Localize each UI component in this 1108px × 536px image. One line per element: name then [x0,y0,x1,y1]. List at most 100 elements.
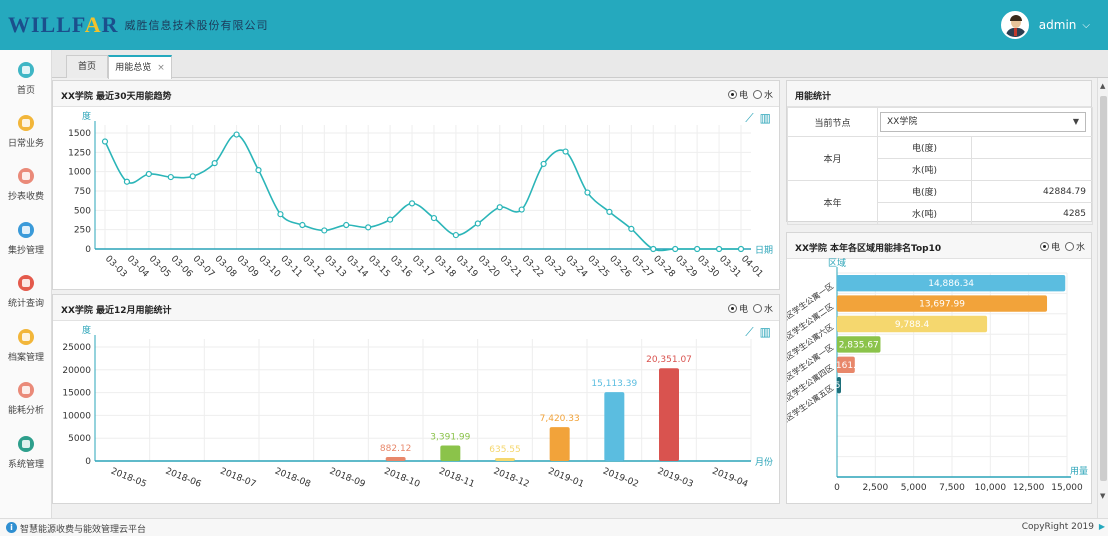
sidebar-item-label: 统计查询 [7,299,44,309]
sidebar-item-label: 日常业务 [7,139,44,149]
x-tick-label: 03-29 [673,254,699,280]
sidebar-item-collect[interactable]: 集抄管理 [0,222,52,272]
sidebar-item-archive[interactable]: 档案管理 [0,329,52,379]
sidebar-item-stats[interactable]: 统计查询 [0,275,52,325]
x-tick-label: 03-19 [454,254,480,280]
x-tick-label: 2,500 [862,483,888,493]
x-tick-label: 04-01 [739,254,765,280]
x-tick-label: 03-10 [256,254,282,280]
x-tick-label: 03-22 [520,254,546,280]
sidebar-item-label: 能耗分析 [7,406,44,416]
energy-type-radio: 电 水 [1035,240,1085,253]
bar-value-label: 635.55 [489,445,521,455]
archive-icon [18,329,34,345]
bar-value-label: 13,697.99 [919,300,965,310]
data-point [233,131,240,138]
info-icon: i [6,522,17,533]
chart-toolbox: ⟋ ▥ [745,111,771,126]
tab-energy-overview[interactable]: 用能总览 × [108,55,172,79]
arrow-right-icon[interactable]: ▶ [1098,522,1105,531]
x-tick-label: 2018-06 [164,467,203,490]
data-point [408,200,416,207]
x-tick-label: 03-24 [563,254,589,280]
bar-chart-icon[interactable]: ▥ [759,325,771,339]
data-point [606,208,613,215]
vertical-scrollbar[interactable]: ▲ ▼ [1097,78,1108,518]
data-point [255,167,262,174]
y-tick-label: 750 [74,187,91,197]
x-tick-label: 2019-01 [547,467,586,490]
meter-icon [18,168,34,184]
x-tick-label: 0 [834,483,840,493]
data-point [101,138,109,145]
x-tick-label: 03-03 [103,254,129,280]
x-tick-label: 03-31 [717,254,743,280]
panel-header: XX学院 最近12月用能统计 电 水 [53,295,779,321]
scroll-thumb[interactable] [1100,96,1107,481]
scroll-up-icon[interactable]: ▲ [1100,82,1106,90]
close-icon[interactable]: × [157,63,165,73]
elec-unit-label: 电(度) [877,180,972,203]
x-tick-label: 5,000 [901,483,927,493]
sidebar-item-system[interactable]: 系统管理 [0,436,52,486]
elec-unit-label: 电(度) [877,136,972,159]
data-point [474,220,481,227]
chevron-down-icon[interactable]: ⌵ [1082,19,1090,31]
username[interactable]: admin [1038,18,1077,32]
y-tick-label: 1000 [68,168,91,178]
data-point [277,211,284,218]
tab-label: 首页 [77,62,96,72]
system-icon [18,436,34,452]
radio-water[interactable] [752,304,762,313]
node-select[interactable]: XX学院 ▼ [880,112,1086,132]
avatar[interactable] [1000,11,1029,39]
radio-electric[interactable] [1039,242,1049,251]
x-tick-label: 03-20 [476,254,502,280]
app-header: WILLFAR 威胜信息技术股份有限公司 admin ⌵ [0,0,1108,50]
sidebar-item-analysis[interactable]: 能耗分析 [0,382,52,432]
bar-chart-icon[interactable]: ▥ [759,111,771,125]
y-tick-label: 0 [85,245,91,255]
panel-title: XX学院 最近30天用能趋势 [61,92,172,102]
sidebar-item-home[interactable]: 首页 [0,62,52,112]
data-point [518,206,525,213]
bar-value-label: 3,391.99 [430,433,470,443]
x-tick-label: 03-08 [213,254,239,280]
user-menu[interactable]: admin ⌵ [1000,10,1090,40]
line-chart-icon[interactable]: ⟋ [745,111,754,125]
trend-panel: XX学院 最近30天用能趋势 电 水 ⟋ ▥ 0 250 500 750 1000 125… [52,80,780,290]
bar-value-label: 882.12 [380,444,412,454]
data-point [694,245,701,253]
radio-label: 电 [738,91,748,101]
bar [837,356,855,373]
energy-type-radio: 电 水 [723,302,773,315]
sidebar-item-daily[interactable]: 日常业务 [0,115,52,165]
x-tick-label: 03-21 [498,254,524,280]
company-logo: WILLFAR 威胜信息技术股份有限公司 [8,12,269,37]
sidebar-item-label: 首页 [16,86,35,96]
radio-water[interactable] [752,90,762,99]
y-tick-label: 1500 [68,129,91,139]
year-label: 本年 [787,180,878,225]
x-tick-label: 03-16 [388,254,414,280]
panel-title: XX学院 最近12月用能统计 [61,306,172,316]
x-tick-label: 2019-04 [711,467,750,490]
panel-header: XX学院 本年各区域用能排名Top10 电 水 [787,233,1091,259]
radio-electric[interactable] [727,90,737,99]
month-label: 本月 [787,136,878,181]
radio-water[interactable] [1064,242,1074,251]
x-tick-label: 12,500 [1013,483,1045,493]
scroll-down-icon[interactable]: ▼ [1100,492,1106,500]
bar-value-label: 7,420.33 [540,414,580,424]
tab-home[interactable]: 首页 [66,55,108,78]
sidebar-item-meter[interactable]: 抄表收费 [0,168,52,218]
radio-electric[interactable] [727,304,737,313]
sidebar: 首页 日常业务 抄表收费 集抄管理 统计查询 档案管理 能耗分析 系统管理 [0,50,52,518]
data-point [343,221,350,229]
daily-icon [18,115,34,131]
line-chart-icon[interactable]: ⟋ [745,325,754,339]
panel-header: 用能统计 [787,81,1091,107]
sidebar-item-label: 抄表收费 [7,192,44,202]
bar-value-label: 5. [835,381,844,391]
data-point [584,189,591,196]
